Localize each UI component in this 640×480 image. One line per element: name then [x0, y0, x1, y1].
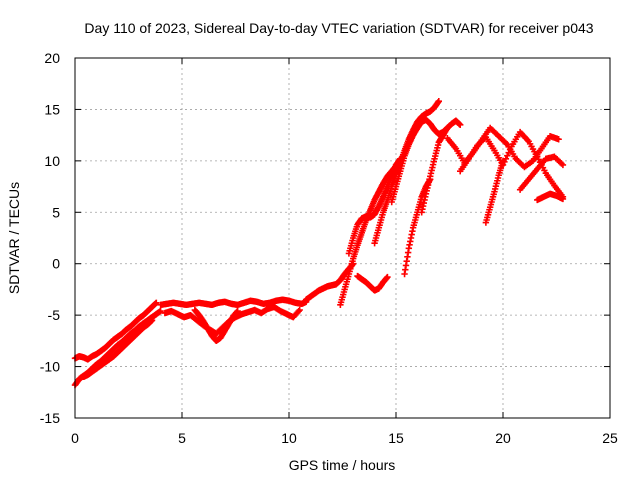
x-tick-label: 25: [602, 430, 618, 446]
series-track-rise-c: [354, 272, 391, 294]
series-track-drop-f: [401, 176, 434, 278]
series-track-rise-e: [388, 116, 464, 206]
data-point: [499, 157, 507, 165]
data-point: [457, 121, 464, 129]
series-track-early-upper: [71, 299, 160, 363]
data-point: [384, 273, 391, 281]
y-tick-label: 10: [44, 153, 60, 169]
series-track-flat-dip: [191, 306, 241, 345]
series-track-early-lower: [80, 317, 156, 381]
x-axis-label: GPS time / hours: [289, 457, 396, 473]
data-point: [559, 195, 567, 203]
x-tick-label: 20: [495, 430, 511, 446]
x-tick-label: 10: [281, 430, 297, 446]
marks-layer: [71, 98, 567, 389]
series-track-drop-g: [418, 124, 451, 216]
series-track-late-k: [516, 153, 567, 193]
chart-title: Day 110 of 2023, Sidereal Day-to-day VTE…: [84, 20, 593, 36]
y-tick-label: -10: [40, 359, 60, 375]
series-track-flat-upper: [157, 296, 310, 309]
y-tick-label: 20: [44, 50, 60, 66]
data-point: [444, 124, 451, 132]
ticks-layer: 0 5 10 15 20 25 -15 -10 -5 0 5 10 15 20: [40, 50, 618, 446]
y-axis-label: SDTVAR / TECUs: [6, 182, 22, 294]
data-point: [296, 306, 303, 314]
series-track-late-i: [457, 128, 567, 201]
x-tick-label: 0: [71, 430, 79, 446]
y-tick-label: 15: [44, 101, 60, 117]
data-point: [148, 317, 156, 324]
x-tick-label: 5: [178, 430, 186, 446]
series-track-late-l: [534, 190, 567, 204]
plot-frame: [74, 57, 611, 419]
series-track-late-j: [482, 157, 507, 226]
x-tick-label: 15: [388, 430, 404, 446]
series-track-rise-b: [345, 155, 404, 257]
data-point: [555, 136, 562, 143]
data-point: [234, 307, 241, 315]
data-point: [559, 161, 567, 169]
y-tick-label: -5: [48, 307, 61, 323]
y-tick-label: 5: [52, 204, 60, 220]
data-point: [157, 307, 164, 315]
data-point: [153, 299, 160, 306]
data-point-fill: [295, 308, 302, 315]
data-point-fill: [504, 152, 511, 159]
y-tick-label: -15: [40, 410, 60, 426]
y-tick-label: 0: [52, 256, 60, 272]
grid-layer: [75, 58, 610, 418]
data-point: [435, 98, 442, 105]
